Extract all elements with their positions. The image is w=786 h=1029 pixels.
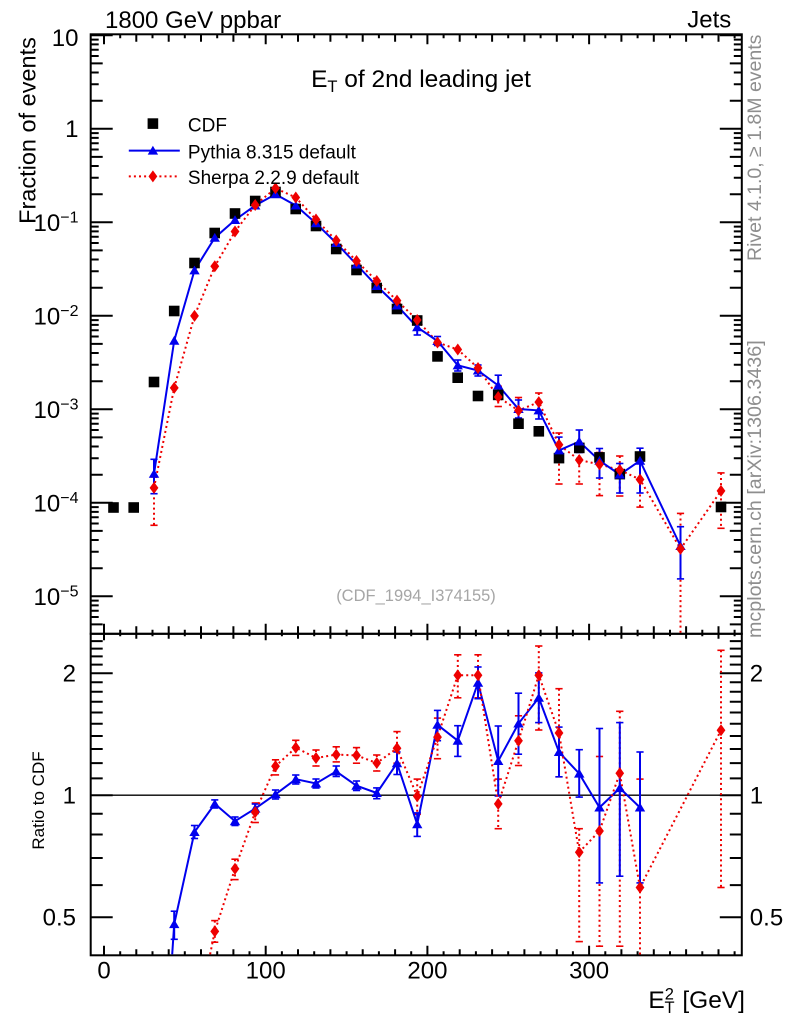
svg-text:1800 GeV ppbar: 1800 GeV ppbar (105, 7, 281, 34)
svg-text:Fraction of events: Fraction of events (15, 37, 41, 224)
svg-text:Sherpa 2.2.9 default: Sherpa 2.2.9 default (188, 168, 360, 189)
svg-text:10−2: 10−2 (34, 303, 79, 331)
svg-text:1: 1 (63, 783, 76, 810)
svg-text:2: 2 (750, 660, 763, 687)
svg-text:Jets: Jets (687, 7, 731, 34)
svg-text:Ratio to CDF: Ratio to CDF (29, 751, 48, 849)
svg-text:CDF: CDF (188, 115, 227, 136)
svg-text:0.5: 0.5 (750, 905, 783, 932)
svg-text:300: 300 (569, 958, 609, 985)
svg-text:Pythia 8.315 default: Pythia 8.315 default (188, 142, 357, 163)
svg-text:E2T [GeV]: E2 T [GeV] (648, 986, 745, 1018)
svg-text:1: 1 (65, 116, 78, 143)
svg-text:2: 2 (63, 660, 76, 687)
svg-text:10−3: 10−3 (34, 396, 79, 424)
svg-text:mcplots.cern.ch [arXiv:1306.34: mcplots.cern.ch [arXiv:1306.3436] (744, 340, 766, 638)
svg-text:100: 100 (246, 958, 286, 985)
svg-text:Rivet 4.1.0, ≥ 1.8M events: Rivet 4.1.0, ≥ 1.8M events (744, 34, 766, 261)
svg-text:(CDF_1994_I374155): (CDF_1994_I374155) (336, 587, 496, 605)
svg-text:200: 200 (407, 958, 447, 985)
svg-text:0.5: 0.5 (43, 905, 76, 932)
svg-text:1: 1 (750, 783, 763, 810)
svg-text:0: 0 (97, 958, 110, 985)
svg-text:ET of 2nd leading jet: ET of 2nd leading jet (311, 66, 531, 96)
svg-text:10: 10 (52, 25, 79, 52)
svg-text:10−5: 10−5 (34, 583, 79, 611)
